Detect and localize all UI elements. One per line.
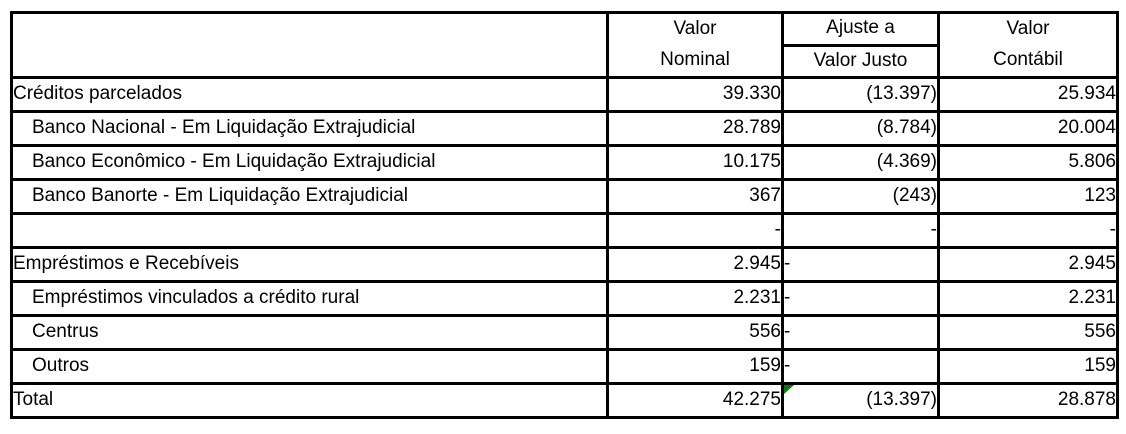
fair-value-adjustment-table: Valor Nominal Ajuste a Valor Contábil Va… <box>10 11 1119 419</box>
row-total: Total 42.275 (13.397) 28.878 <box>10 382 1119 419</box>
row-label: Total <box>10 382 609 419</box>
cell-valor-contabil: 2.231 <box>937 280 1119 317</box>
header-valor-contabil-line2: Contábil <box>993 49 1063 71</box>
row-banco-economico: Banco Econômico - Em Liquidação Extrajud… <box>10 144 1119 181</box>
cell-ajuste: (243) <box>781 178 940 215</box>
cell-valor-nominal: 42.275 <box>606 382 784 419</box>
row-label: Empréstimos vinculados a crédito rural <box>10 280 609 317</box>
row-label <box>10 212 609 249</box>
cell-valor-nominal: 28.789 <box>606 110 784 147</box>
cell-ajuste-value: (13.397) <box>866 389 937 411</box>
row-label: Outros <box>10 348 609 385</box>
header-valor-contabil-line1: Valor <box>1006 18 1050 40</box>
cell-valor-nominal: 556 <box>606 314 784 351</box>
row-label: Banco Banorte - Em Liquidação Extrajudic… <box>10 178 609 215</box>
cell-valor-nominal: 10.175 <box>606 144 784 181</box>
cell-ajuste: - <box>781 348 940 385</box>
row-centrus: Centrus 556 - 556 <box>10 314 1119 351</box>
header-ajuste-line2: Valor Justo <box>781 43 940 79</box>
cell-valor-nominal: 39.330 <box>606 76 784 113</box>
cell-valor-contabil: 28.878 <box>937 382 1119 419</box>
cell-valor-contabil: 5.806 <box>937 144 1119 181</box>
cell-valor-contabil: 123 <box>937 178 1119 215</box>
cell-ajuste: - <box>781 246 940 283</box>
cell-ajuste: - <box>781 314 940 351</box>
row-outros: Outros 159 - 159 <box>10 348 1119 385</box>
row-label: Banco Nacional - Em Liquidação Extrajudi… <box>10 110 609 147</box>
row-label: Empréstimos e Recebíveis <box>10 246 609 283</box>
cell-valor-contabil: 25.934 <box>937 76 1119 113</box>
cell-valor-nominal: 2.231 <box>606 280 784 317</box>
cell-error-indicator-icon <box>785 386 794 394</box>
row-emprestimos-recebiveis: Empréstimos e Recebíveis 2.945 - 2.945 <box>10 246 1119 283</box>
cell-ajuste: (4.369) <box>781 144 940 181</box>
header-ajuste-line1: Ajuste a <box>781 11 940 47</box>
cell-valor-nominal: 159 <box>606 348 784 385</box>
row-blank-dashes: - - - <box>10 212 1119 249</box>
cell-ajuste: - <box>781 212 940 249</box>
header-valor-nominal-line1: Valor <box>673 18 717 40</box>
cell-valor-contabil: - <box>937 212 1119 249</box>
spreadsheet-table-region: Valor Nominal Ajuste a Valor Contábil Va… <box>10 11 1119 419</box>
row-label: Banco Econômico - Em Liquidação Extrajud… <box>10 144 609 181</box>
cell-valor-contabil: 159 <box>937 348 1119 385</box>
row-banco-nacional: Banco Nacional - Em Liquidação Extrajudi… <box>10 110 1119 147</box>
cell-valor-contabil: 2.945 <box>937 246 1119 283</box>
cell-valor-nominal: - <box>606 212 784 249</box>
cell-valor-contabil: 20.004 <box>937 110 1119 147</box>
cell-valor-nominal: 2.945 <box>606 246 784 283</box>
cell-ajuste: (13.397) <box>781 382 940 419</box>
header-corner-cell <box>10 11 609 79</box>
row-creditos-parcelados: Créditos parcelados 39.330 (13.397) 25.9… <box>10 76 1119 113</box>
cell-ajuste: (8.784) <box>781 110 940 147</box>
row-banco-banorte: Banco Banorte - Em Liquidação Extrajudic… <box>10 178 1119 215</box>
row-credito-rural: Empréstimos vinculados a crédito rural 2… <box>10 280 1119 317</box>
row-label: Créditos parcelados <box>10 76 609 113</box>
cell-valor-nominal: 367 <box>606 178 784 215</box>
cell-ajuste: - <box>781 280 940 317</box>
header-valor-nominal: Valor Nominal <box>606 11 784 79</box>
header-row-1: Valor Nominal Ajuste a Valor Contábil <box>10 11 1119 79</box>
row-label: Centrus <box>10 314 609 351</box>
header-valor-contabil: Valor Contábil <box>937 11 1119 79</box>
header-valor-nominal-line2: Nominal <box>660 49 730 71</box>
header-row-2: Valor Justo <box>12 43 1118 79</box>
cell-ajuste: (13.397) <box>781 76 940 113</box>
cell-valor-contabil: 556 <box>937 314 1119 351</box>
